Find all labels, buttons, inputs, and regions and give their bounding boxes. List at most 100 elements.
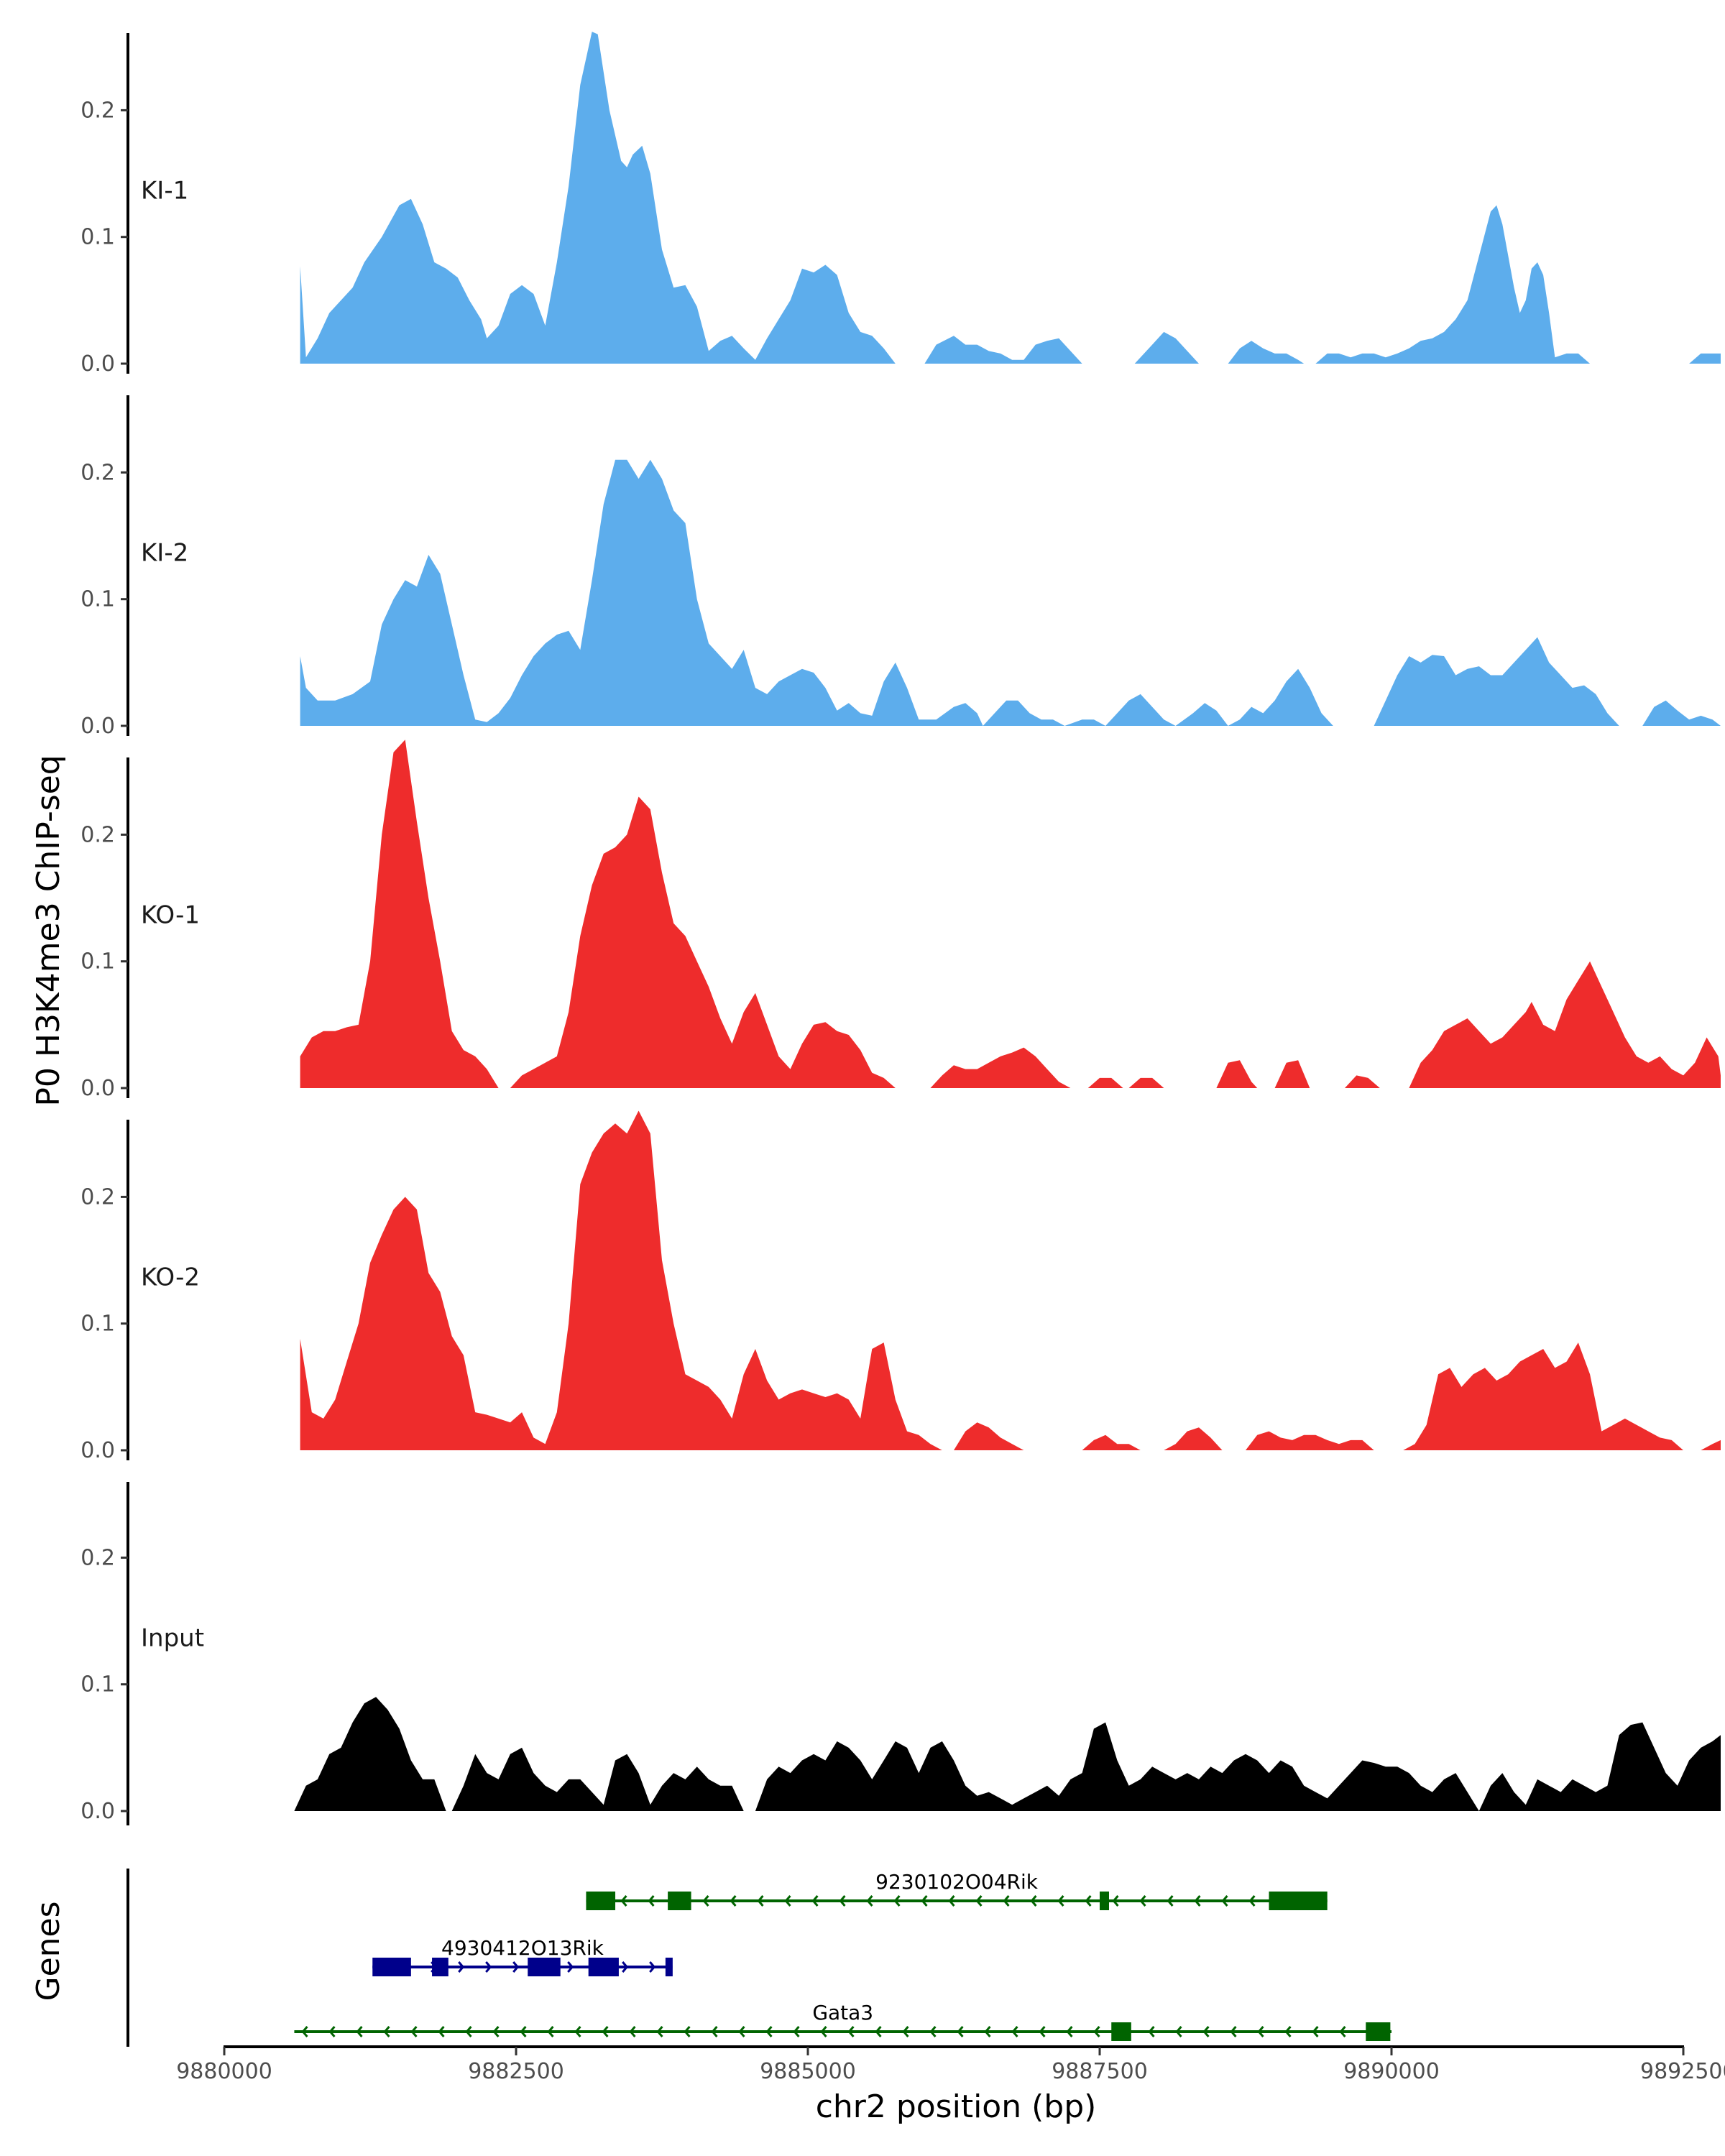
strand-arrow (1202, 2026, 1210, 2037)
signal-area-ko-2-0 (300, 1110, 942, 1450)
strand-arrow (648, 1895, 655, 1907)
x-axis: 9880000 9882500 9885000 9887500 9890000 98925… (176, 2045, 1725, 2084)
track-label: KO-2 (141, 1263, 200, 1291)
strand-arrow (957, 2026, 964, 2037)
y-tick-label: 0.0 (80, 1076, 115, 1101)
track-label: Input (141, 1623, 204, 1652)
y-tick-label: 0.0 (80, 1799, 115, 1824)
exon-block (1111, 2022, 1131, 2041)
strand-arrow (984, 2026, 991, 2037)
gene-label: 4930412O13Rik (441, 1936, 604, 1960)
x-tick-label: 9887500 (1052, 2059, 1148, 2084)
strand-arrow (1148, 2026, 1155, 2037)
exon-block (1269, 1892, 1328, 1910)
strand-arrow (1221, 1895, 1228, 1907)
strand-arrow (1066, 2026, 1073, 2037)
panel-input: 0.0 0.1 0.2 Input (80, 1482, 1721, 1825)
exon-block (668, 1892, 691, 1910)
y-tick-label: 0.1 (80, 587, 115, 612)
strand-arrow (485, 1961, 492, 1973)
strand-arrow (839, 1895, 846, 1907)
strand-arrow (784, 1895, 791, 1907)
strand-arrow (656, 2026, 663, 2037)
signal-area-ko-1-2 (930, 1047, 1071, 1088)
strand-arrow (757, 1895, 764, 1907)
signal-area-input-0 (294, 1697, 446, 1811)
x-tick-label: 9885000 (760, 2059, 856, 2084)
signal-area-ko-2-4 (1246, 1431, 1374, 1450)
strand-arrow (929, 2026, 937, 2037)
strand-arrow (1139, 1895, 1146, 1907)
strand-arrow (649, 1961, 656, 1973)
x-tick-label: 9892500 (1640, 2059, 1725, 2084)
strand-arrow (1112, 1895, 1119, 1907)
strand-arrow (847, 2026, 855, 2037)
strand-arrow (1230, 2026, 1237, 2037)
gene-label: Gata3 (812, 2001, 873, 2024)
strand-arrow (547, 2026, 554, 2037)
signal-area-ki-1-0 (300, 32, 896, 364)
signal-area-ki-1-4 (1315, 205, 1591, 364)
strand-arrow (492, 2026, 500, 2037)
track-label: KI-2 (141, 538, 188, 567)
track-label: KI-1 (141, 176, 188, 205)
signal-area-input-2 (755, 1722, 1479, 1811)
signal-area-input-1 (451, 1747, 744, 1811)
exon-block (665, 1958, 673, 1976)
strand-arrow (574, 2026, 581, 2037)
y-tick-label: 0.1 (80, 949, 115, 975)
gene-track: 9230102O04Rik 4930412O13Rik Gata3 (126, 1869, 1392, 2047)
x-tick-label: 9882500 (468, 2059, 564, 2084)
exon-block (1100, 1892, 1109, 1910)
strand-arrow (730, 1895, 737, 1907)
signal-area-ko-2-5 (1403, 1342, 1683, 1450)
strand-arrow (875, 2026, 882, 2037)
signal-area-ko-1-7 (1345, 1075, 1380, 1088)
strand-arrow (1039, 2026, 1046, 2037)
strand-arrow (356, 2026, 363, 2037)
strand-arrow (948, 1895, 955, 1907)
signal-area-ki-2-0 (300, 459, 1333, 726)
strand-arrow (438, 2026, 445, 2037)
strand-arrow (1167, 1895, 1174, 1907)
strand-arrow (866, 1895, 873, 1907)
strand-arrow (512, 1961, 520, 1973)
exon-block (528, 1958, 561, 1976)
strand-arrow (1011, 2026, 1018, 2037)
gene-label: 9230102O04Rik (875, 1870, 1039, 1894)
strand-arrow (458, 1961, 465, 1973)
gene-4930412o13rik: 4930412O13Rik (372, 1936, 673, 1976)
strand-arrow (893, 1895, 901, 1907)
x-tick-label: 9880000 (176, 2059, 272, 2084)
panel-ki-2: 0.0 0.1 0.2 KI-2 (80, 395, 1721, 739)
strand-arrow (1085, 1895, 1092, 1907)
signal-area-ko-1-8 (1409, 961, 1721, 1088)
strand-arrow (629, 2026, 636, 2037)
x-axis-title: chr2 position (bp) (816, 2088, 1097, 2125)
signal-area-ki-2-1 (1374, 637, 1619, 726)
strand-arrow (820, 2026, 827, 2037)
signal-area-ko-1-3 (1087, 1077, 1123, 1088)
strand-arrow (410, 2026, 418, 2037)
signal-area-ki-1-5 (1689, 353, 1721, 364)
y-tick-label: 0.0 (80, 351, 115, 377)
gene-gata3: Gata3 (294, 2001, 1392, 2041)
signal-area-ko-2-3 (1164, 1427, 1223, 1450)
y-tick-label: 0.1 (80, 1672, 115, 1697)
strand-arrow (328, 2026, 336, 2037)
gene-9230102o04rik: 9230102O04Rik (586, 1870, 1328, 1910)
y-tick-label: 0.2 (80, 460, 115, 485)
genes-track-label: Genes (30, 1901, 67, 2001)
strand-arrow (811, 1895, 819, 1907)
strand-arrow (567, 1961, 574, 1973)
exon-block (588, 1958, 619, 1976)
strand-arrow (765, 2026, 773, 2037)
strand-arrow (301, 2026, 308, 2037)
strand-arrow (975, 1895, 983, 1907)
panel-ko-1: 0.0 0.1 0.2 KO-1 (80, 740, 1721, 1101)
exon-block (1366, 2022, 1391, 2041)
track-panels: 0.00.10.2KI-10.00.10.2KI-20.00.10.2KO-10… (80, 32, 1721, 1825)
panel-ko-2: 0.0 0.1 0.2 KO-2 (80, 1110, 1721, 1463)
signal-area-input-3 (1478, 1697, 1721, 1811)
strand-arrow (1003, 1895, 1010, 1907)
